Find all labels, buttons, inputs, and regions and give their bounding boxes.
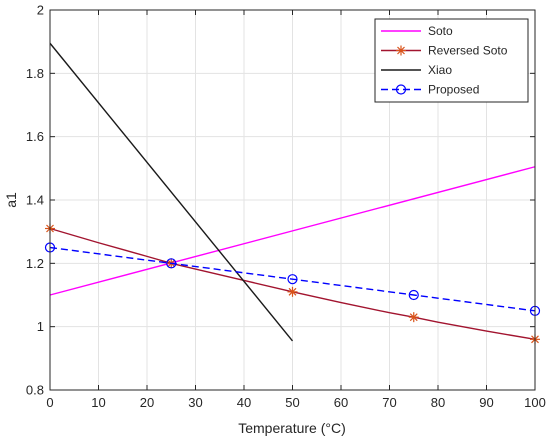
y-tick-label: 1.2: [26, 256, 44, 271]
x-tick-label: 10: [91, 395, 105, 410]
y-tick-label: 1.8: [26, 66, 44, 81]
x-tick-label: 70: [382, 395, 396, 410]
data-point-proposed: [287, 274, 298, 285]
series-soto: [49, 166, 536, 296]
x-tick-label: 100: [524, 395, 546, 410]
legend-label-soto: Soto: [428, 24, 453, 38]
legend: Soto Reversed Soto Xiao Proposed: [374, 18, 529, 103]
legend-label-xiao: Xiao: [428, 63, 452, 77]
x-axis: 0 10 20 30 40 50 60 70 80 90 100: [46, 10, 546, 410]
y-tick-label: 2: [37, 3, 44, 18]
data-point-proposed: [166, 258, 177, 269]
y-tick-label: 1: [37, 319, 44, 334]
y-axis: 0.8 1 1.2 1.4 1.6 1.8 2: [26, 3, 535, 398]
series-xiao: [49, 42, 294, 342]
data-point-proposed: [408, 289, 419, 301]
x-tick-label: 0: [46, 395, 53, 410]
x-tick-label: 30: [188, 395, 202, 410]
series-proposed: [44, 242, 541, 316]
series-line-soto: [49, 166, 536, 296]
legend-marker-proposed: [395, 84, 407, 95]
legend-label-proposed: Proposed: [428, 83, 479, 97]
legend-item-xiao: Xiao: [381, 63, 452, 77]
y-tick-label: 1.6: [26, 129, 44, 144]
y-tick-label: 1.4: [26, 193, 44, 208]
legend-marker-reversed-soto: [396, 45, 406, 56]
y-axis-label: a1: [3, 192, 19, 208]
legend-label-reversed-soto: Reversed Soto: [428, 44, 508, 58]
legend-item-reversed-soto: Reversed Soto: [381, 44, 508, 58]
series-line-proposed: [49, 246, 536, 312]
legend-item-soto: Soto: [381, 24, 453, 38]
data-point-reversed-soto: [408, 312, 419, 323]
y-tick-label: 0.8: [26, 383, 44, 398]
x-tick-label: 40: [237, 395, 251, 410]
x-tick-label: 60: [334, 395, 348, 410]
x-axis-label: Temperature (°C): [238, 420, 346, 436]
x-tick-label: 50: [285, 395, 299, 410]
legend-item-proposed: Proposed: [381, 83, 479, 97]
legend-box: [374, 18, 529, 103]
x-tick-label: 80: [431, 395, 445, 410]
series-line-xiao: [49, 42, 294, 342]
data-point-reversed-soto: [287, 286, 298, 297]
x-tick-label: 20: [140, 395, 154, 410]
series-layer: [44, 42, 541, 345]
x-tick-label: 90: [479, 395, 493, 410]
